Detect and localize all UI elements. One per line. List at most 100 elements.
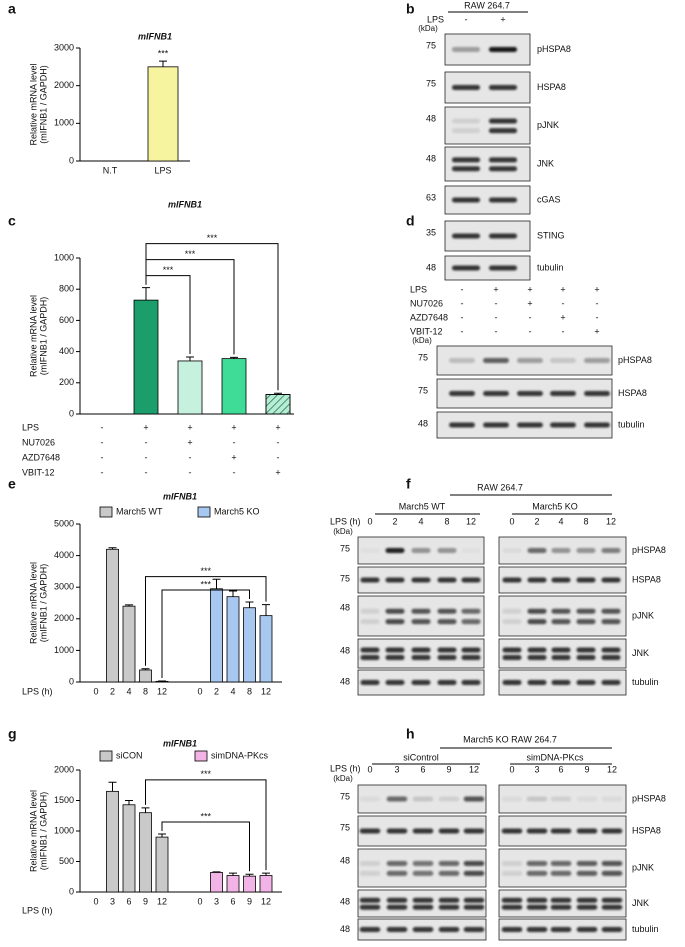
band xyxy=(602,861,623,866)
band xyxy=(462,619,481,624)
treatment-sign: - xyxy=(596,298,599,308)
blot-box xyxy=(358,849,486,887)
band xyxy=(452,119,480,124)
band xyxy=(413,829,434,834)
treatment-sign: - xyxy=(529,326,532,336)
significance: *** xyxy=(200,811,211,821)
treatment-sign: + xyxy=(231,422,236,432)
band xyxy=(413,871,434,876)
band xyxy=(413,927,434,932)
x-tick-label: 0 xyxy=(197,686,202,696)
band xyxy=(438,578,457,583)
band xyxy=(602,648,621,653)
lane-label: 6 xyxy=(558,764,563,774)
band xyxy=(528,648,547,653)
error-bar xyxy=(109,782,117,791)
band xyxy=(551,898,572,903)
x-tick-label: 4 xyxy=(126,686,131,696)
y-tick-label: 2000 xyxy=(54,613,74,623)
band xyxy=(577,609,596,614)
y-axis-label: Relative mRNA level xyxy=(28,790,38,872)
band xyxy=(412,609,431,614)
bar xyxy=(260,876,272,892)
band xyxy=(387,905,408,910)
lane-label: 8 xyxy=(444,516,449,526)
treatment-label: VBIT-12 xyxy=(22,467,55,477)
band xyxy=(552,609,571,614)
treatment-sign: - xyxy=(461,298,464,308)
lane-label: 12 xyxy=(606,516,616,526)
band xyxy=(386,619,405,624)
band xyxy=(489,85,517,90)
error-bar xyxy=(262,605,270,616)
band xyxy=(439,905,460,910)
x-tick-label: 8 xyxy=(247,686,252,696)
band xyxy=(438,655,457,660)
treatment-sign: + xyxy=(594,284,599,294)
legend-label: March5 WT xyxy=(116,506,163,516)
band xyxy=(503,619,522,624)
x-tick-label: 4 xyxy=(230,686,235,696)
band xyxy=(462,680,481,685)
treatment-sign: - xyxy=(101,452,104,462)
band xyxy=(387,898,408,903)
treatment-label: AZD7648 xyxy=(22,452,60,462)
panel-letter: g xyxy=(8,726,17,742)
band xyxy=(464,797,485,802)
bar-hatch xyxy=(266,395,290,415)
band xyxy=(503,655,522,660)
band xyxy=(528,619,547,624)
bar xyxy=(211,872,223,892)
kda-label: 48 xyxy=(340,645,350,655)
treatment-sign: - xyxy=(461,312,464,322)
protein-label: HSPA8 xyxy=(632,574,661,584)
blot-box xyxy=(445,147,530,181)
band xyxy=(360,898,381,903)
legend-label: siCON xyxy=(116,750,143,760)
error-bar xyxy=(158,834,166,837)
group-label: March5 KO xyxy=(532,501,578,511)
treatment-sign: - xyxy=(233,437,236,447)
blot-box xyxy=(499,890,626,917)
band xyxy=(577,619,596,624)
band xyxy=(584,358,610,363)
band xyxy=(413,898,434,903)
error-bar xyxy=(142,808,150,813)
band xyxy=(551,905,572,910)
significance: *** xyxy=(163,265,174,275)
y-tick-label: 0 xyxy=(69,886,74,896)
bar xyxy=(222,359,246,414)
y-tick-label: 3000 xyxy=(54,42,74,52)
protein-label: STING xyxy=(537,230,565,240)
group-label: March5 WT xyxy=(399,501,446,511)
band xyxy=(361,680,380,685)
band xyxy=(439,871,460,876)
y-tick-label: 0 xyxy=(69,155,74,165)
band xyxy=(438,680,457,685)
band xyxy=(360,861,381,866)
treatment-sign: + xyxy=(143,422,148,432)
band xyxy=(577,648,596,653)
band xyxy=(438,619,457,624)
bar xyxy=(227,876,239,892)
treatment-sign: + xyxy=(231,452,236,462)
protein-label: JNK xyxy=(632,898,649,908)
band xyxy=(360,829,381,834)
group-label: simDNA-PKcs xyxy=(526,752,584,762)
x-tick-label: 12 xyxy=(157,896,167,906)
panel-letter: b xyxy=(406,1,415,17)
band xyxy=(577,905,598,910)
band xyxy=(602,905,623,910)
band xyxy=(462,548,481,553)
band xyxy=(438,548,457,553)
band xyxy=(360,927,381,932)
band xyxy=(387,829,408,834)
band xyxy=(527,829,548,834)
x-tick-label: LPS xyxy=(154,165,171,175)
significance: *** xyxy=(200,579,211,589)
band xyxy=(483,391,509,396)
band xyxy=(412,548,431,553)
band xyxy=(602,619,621,624)
